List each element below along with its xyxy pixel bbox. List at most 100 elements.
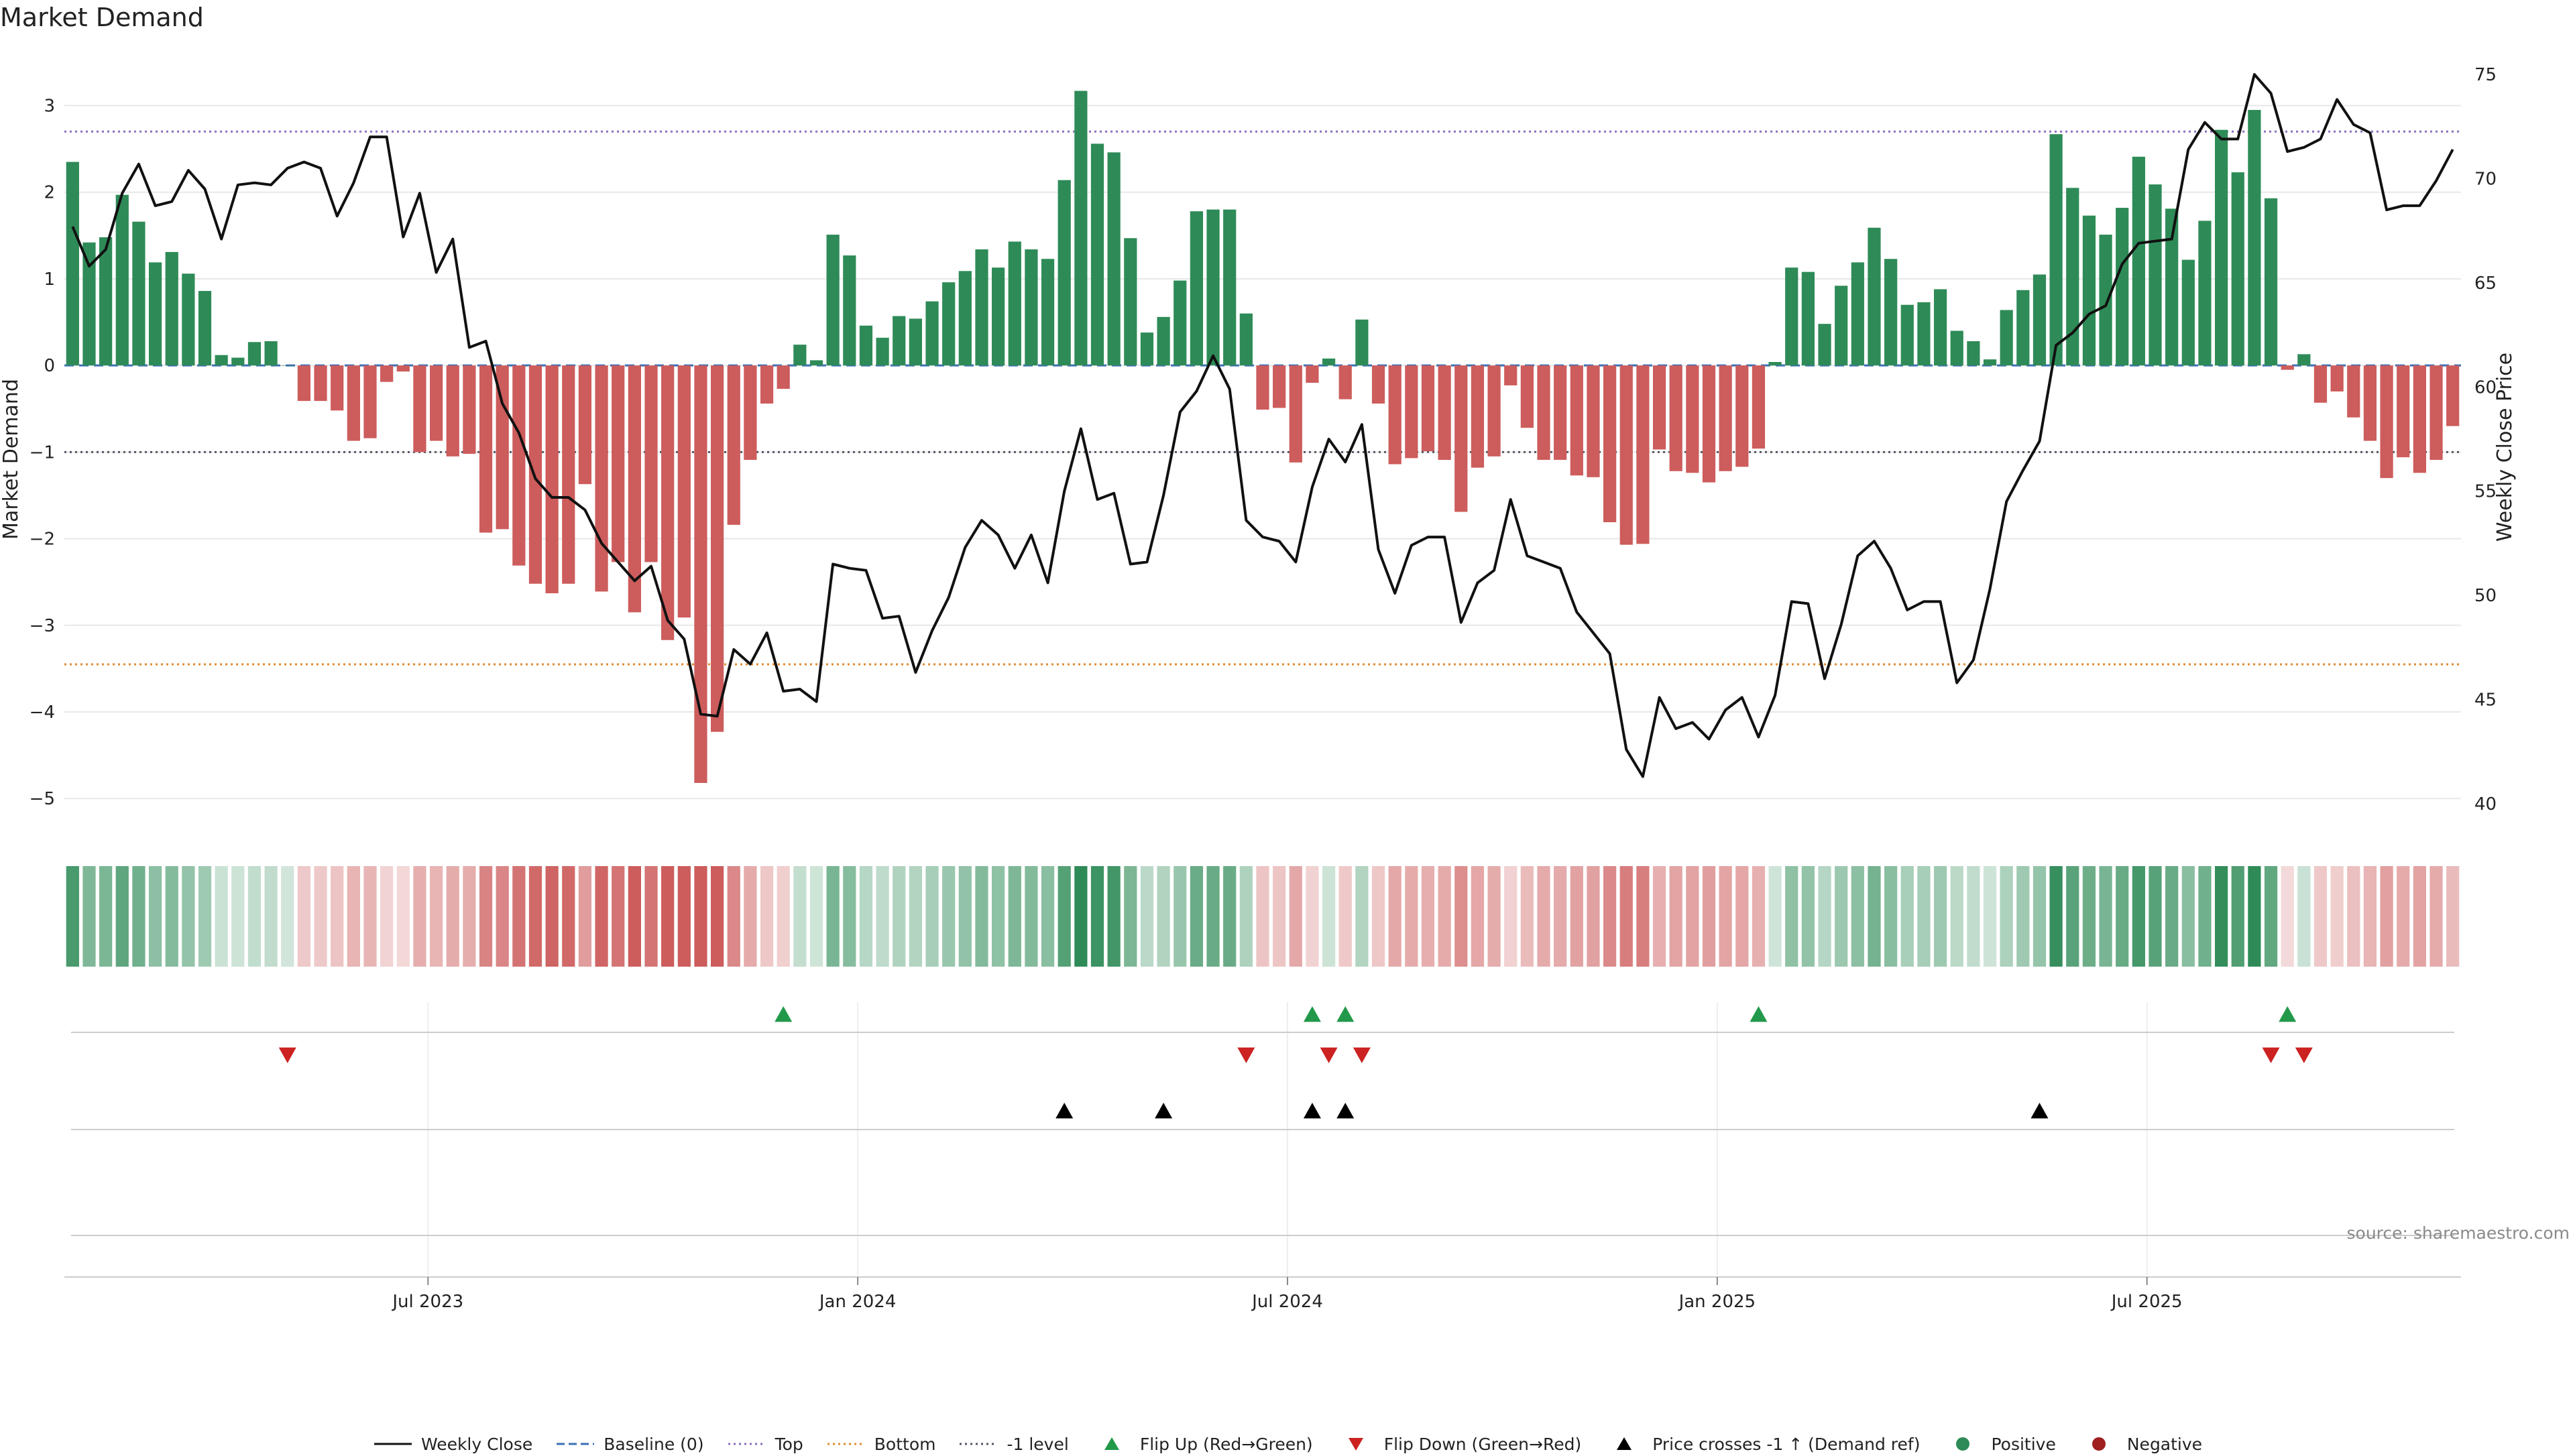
heat-cell [2000,866,2013,967]
chart-title: Market Demand [0,3,204,32]
demand-bar [2116,208,2129,366]
demand-bar [1983,359,1997,366]
demand-bar [165,251,178,366]
demand-bar [380,365,394,382]
triangle-down-icon [1348,1438,1363,1451]
heat-cell [1273,866,1286,967]
flip-down-marker [2262,1047,2280,1063]
flip-down-marker [1237,1047,1255,1063]
heat-cell [1256,866,1269,967]
legend-label: Top [775,1434,803,1454]
demand-bar [1719,365,1732,471]
demand-bar [2082,215,2096,366]
demand-bar [727,365,740,525]
demand-bar [2413,365,2426,473]
demand-bar [1107,152,1121,366]
demand-bar [2330,365,2344,391]
demand-bar [2363,365,2377,441]
flip-down-marker [1353,1047,1371,1063]
demand-bar [215,355,228,366]
demand-bar [545,365,559,593]
heat-cell [2033,866,2047,967]
y2-axis-label: Weekly Close Price [2493,353,2517,542]
demand-bar [1537,365,1550,461]
heat-cell [215,866,228,967]
heat-cell [1818,866,1831,967]
legend-item: Weekly Close [373,1435,532,1454]
heat-cell [826,866,840,967]
y2-tick-label: 55 [2474,482,2497,502]
heat-cell [528,866,542,967]
heat-cell [2016,866,2030,967]
heat-cell [99,866,113,967]
x-tick-label: Jan 2024 [818,1292,897,1312]
demand-bar [1289,365,1302,463]
heat-cell [859,866,873,967]
demand-bar [677,365,691,618]
demand-bar [612,365,625,562]
demand-bar [2248,109,2261,366]
heat-cell [2446,866,2460,967]
legend-item: Baseline (0) [555,1435,704,1454]
heat-cell [1504,866,1518,967]
legend-item: Flip Up (Red→Green) [1092,1435,1313,1454]
flip-down-marker [278,1047,296,1063]
demand-bar [777,365,790,389]
demand-bar [992,267,1005,366]
y-tick-label: −5 [30,789,55,809]
heat-cell [1471,866,1485,967]
legend-item: -1 level [958,1435,1069,1454]
heat-cell [231,866,245,967]
heat-cell [1008,866,1021,967]
heat-cell [661,866,675,967]
heat-cell [1355,866,1369,967]
heat-cell [1933,866,1947,967]
triangle-up-icon [1617,1437,1632,1450]
demand-bar [793,345,807,366]
weekly-close-line [71,73,2454,778]
heat-cell [115,866,129,967]
triangle-up-icon [1104,1437,1119,1450]
legend-label: Price crosses -1 ↑ (Demand ref) [1652,1434,1921,1454]
demand-bar [1388,365,1401,465]
demand-bar [2297,354,2311,366]
demand-bar [1570,365,1583,476]
legend-label: Weekly Close [420,1434,533,1454]
demand-bar [942,282,956,366]
heat-cell [2429,866,2443,967]
demand-bar [512,365,526,566]
y2-tick-label: 65 [2474,274,2497,294]
heat-cell [1306,866,1319,967]
demand-bar [2165,208,2179,366]
heat-cell [809,866,823,967]
demand-bar [1752,365,1766,449]
heat-cell [1041,866,1055,967]
demand-bar [1371,365,1385,404]
demand-bar [2214,129,2228,366]
heat-cell [942,866,956,967]
heat-cell [1107,866,1121,967]
demand-bar [496,365,509,530]
cross-up-marker [1055,1103,1074,1119]
x-tick-label: Jul 2025 [2110,1292,2183,1312]
signal-markers [71,1002,2454,1277]
demand-bar [1520,365,1534,428]
demand-bar [2380,365,2393,479]
heat-cell [413,866,426,967]
heat-cell [2330,866,2344,967]
demand-bar [314,365,327,402]
demand-bar [1669,365,1682,471]
heat-cell [727,866,740,967]
legend-item: Flip Down (Green→Red) [1336,1435,1581,1454]
legend-label: Bottom [874,1434,936,1454]
y2-tick-label: 75 [2474,65,2497,85]
heat-cell [893,866,906,967]
heat-cell [992,866,1005,967]
demand-bar [281,365,294,366]
heat-cell [2297,866,2311,967]
heat-cell [1967,866,1980,967]
heat-cell [82,866,96,967]
legend-item: Top [727,1435,803,1454]
heat-cell [595,866,608,967]
